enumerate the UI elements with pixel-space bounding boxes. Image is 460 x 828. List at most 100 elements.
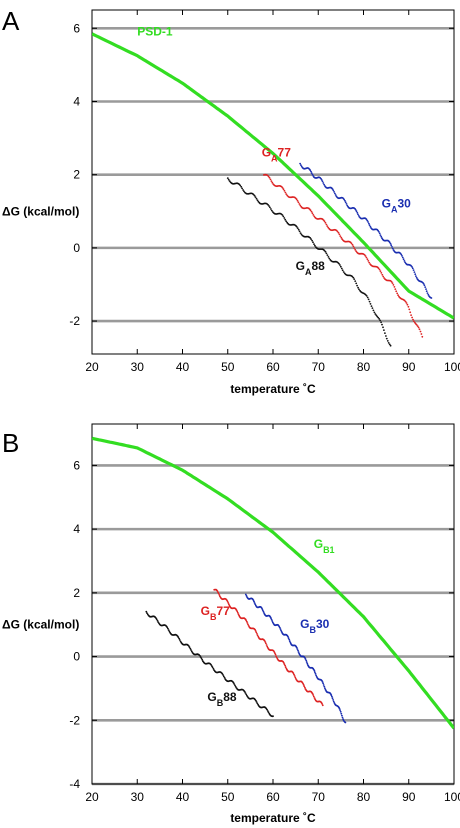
data-point [188, 646, 191, 649]
data-point [293, 675, 296, 677]
data-point [313, 243, 315, 246]
data-point [342, 271, 345, 273]
data-point [321, 703, 323, 705]
y-tick-label: 0 [73, 650, 80, 664]
data-point [339, 235, 342, 238]
data-point [424, 286, 427, 288]
data-point [254, 630, 257, 632]
data-point [356, 284, 358, 287]
data-point [270, 617, 272, 620]
data-point [338, 707, 341, 710]
data-point [222, 674, 225, 676]
data-point [283, 663, 286, 666]
data-point [322, 684, 325, 686]
data-point [367, 221, 369, 223]
data-point [397, 294, 399, 297]
data-point [426, 292, 429, 294]
series-label-gb77: GB77 [201, 604, 231, 622]
data-point [338, 233, 341, 236]
data-point [236, 610, 239, 613]
series-label-ga88: GA88 [296, 259, 326, 277]
data-point [255, 197, 258, 200]
data-point [341, 714, 343, 717]
data-point [321, 681, 324, 683]
data-point [145, 610, 148, 613]
data-point [270, 208, 272, 210]
data-point [379, 234, 382, 237]
y-tick-label: 4 [73, 522, 80, 536]
data-point [391, 282, 394, 284]
data-point [295, 646, 298, 649]
data-point [295, 198, 298, 201]
data-point [336, 230, 339, 233]
data-point [392, 284, 395, 286]
data-point [312, 695, 315, 698]
data-point [408, 308, 411, 311]
data-point [419, 330, 422, 333]
data-point [326, 254, 329, 256]
data-point [383, 329, 385, 331]
data-point [407, 305, 410, 308]
data-point [366, 219, 369, 222]
series-points-ga30 [299, 162, 433, 299]
plot-frame [91, 423, 455, 785]
data-point [305, 661, 308, 663]
data-point [373, 311, 376, 314]
data-point [298, 230, 301, 233]
data-point [272, 715, 274, 718]
x-tick-label: 70 [312, 790, 326, 804]
data-point [265, 642, 267, 645]
data-point [284, 664, 286, 667]
data-point [370, 305, 373, 307]
data-point [285, 220, 288, 223]
data-point [421, 335, 424, 338]
data-point [341, 716, 344, 719]
data-point [343, 198, 345, 201]
data-point [264, 641, 267, 643]
data-point [268, 205, 270, 207]
data-point [368, 300, 371, 303]
data-point [293, 673, 295, 676]
data-point [296, 199, 299, 202]
data-point [311, 173, 314, 176]
data-point [327, 256, 330, 258]
data-point [379, 270, 382, 272]
chart-panel-b: B -4 -2 0 2 4 6 20 30 40 50 60 70 80 90 100 temperature … [2, 423, 460, 825]
data-point [390, 280, 393, 283]
data-point [262, 610, 265, 613]
data-point [331, 697, 334, 700]
data-point [288, 638, 291, 641]
data-point [284, 666, 287, 669]
data-point [383, 277, 385, 279]
data-point [265, 644, 268, 646]
series-label-main: G [296, 259, 305, 273]
data-point [332, 189, 335, 192]
data-point [374, 313, 377, 315]
y-tick-label: 2 [73, 586, 80, 600]
data-point [227, 178, 230, 181]
data-point [357, 286, 359, 289]
data-point [340, 267, 343, 270]
data-point [253, 194, 256, 197]
data-point [256, 702, 259, 705]
data-point [297, 228, 300, 231]
data-point [354, 280, 357, 282]
data-point [167, 627, 169, 630]
series-label-ga30: GA30 [382, 197, 412, 215]
data-point [350, 242, 353, 245]
series-label-main: G [382, 197, 391, 211]
x-tick-label: 90 [402, 360, 416, 374]
data-point [178, 637, 181, 640]
data-point [353, 247, 356, 250]
data-point [177, 636, 180, 639]
data-point [255, 631, 258, 634]
data-point [178, 639, 181, 641]
data-point [256, 633, 258, 635]
data-point [413, 320, 415, 323]
data-point [380, 272, 383, 274]
data-point [377, 267, 380, 270]
data-point [240, 185, 243, 188]
data-point [364, 255, 367, 257]
series-points-ga77 [263, 173, 424, 338]
data-point [423, 284, 426, 287]
